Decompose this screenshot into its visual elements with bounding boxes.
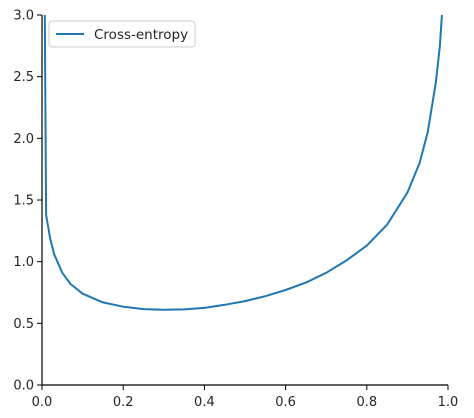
y-tick-label: 0.0 bbox=[13, 379, 34, 394]
x-tick-label: 0.2 bbox=[113, 395, 134, 410]
y-tick-label: 1.0 bbox=[13, 255, 34, 270]
series-line-cross-entropy bbox=[43, 14, 443, 311]
y-tick-label: 0.5 bbox=[13, 317, 34, 332]
axes bbox=[41, 15, 448, 386]
y-tick-label: 2.5 bbox=[13, 70, 34, 85]
legend-label: Cross-entropy bbox=[94, 27, 188, 43]
x-tick-label: 0.8 bbox=[356, 395, 377, 410]
x-tick-label: 0.6 bbox=[275, 395, 296, 410]
x-tick-label: 1.0 bbox=[438, 395, 459, 410]
y-tick-label: 1.5 bbox=[13, 194, 34, 209]
ticks: 0.0 0.2 0.4 0.6 0.8 1.0 0.0 0.5 1.0 1.5 2.0 2.5 3.0 bbox=[13, 9, 458, 411]
x-tick-label: 0.4 bbox=[194, 395, 215, 410]
series-group bbox=[43, 14, 443, 311]
legend-box bbox=[48, 20, 196, 48]
y-tick-label: 2.0 bbox=[13, 132, 34, 147]
x-tick-label: 0.0 bbox=[32, 395, 53, 410]
legend: Cross-entropy bbox=[48, 20, 196, 48]
y-tick-label: 3.0 bbox=[13, 9, 34, 24]
